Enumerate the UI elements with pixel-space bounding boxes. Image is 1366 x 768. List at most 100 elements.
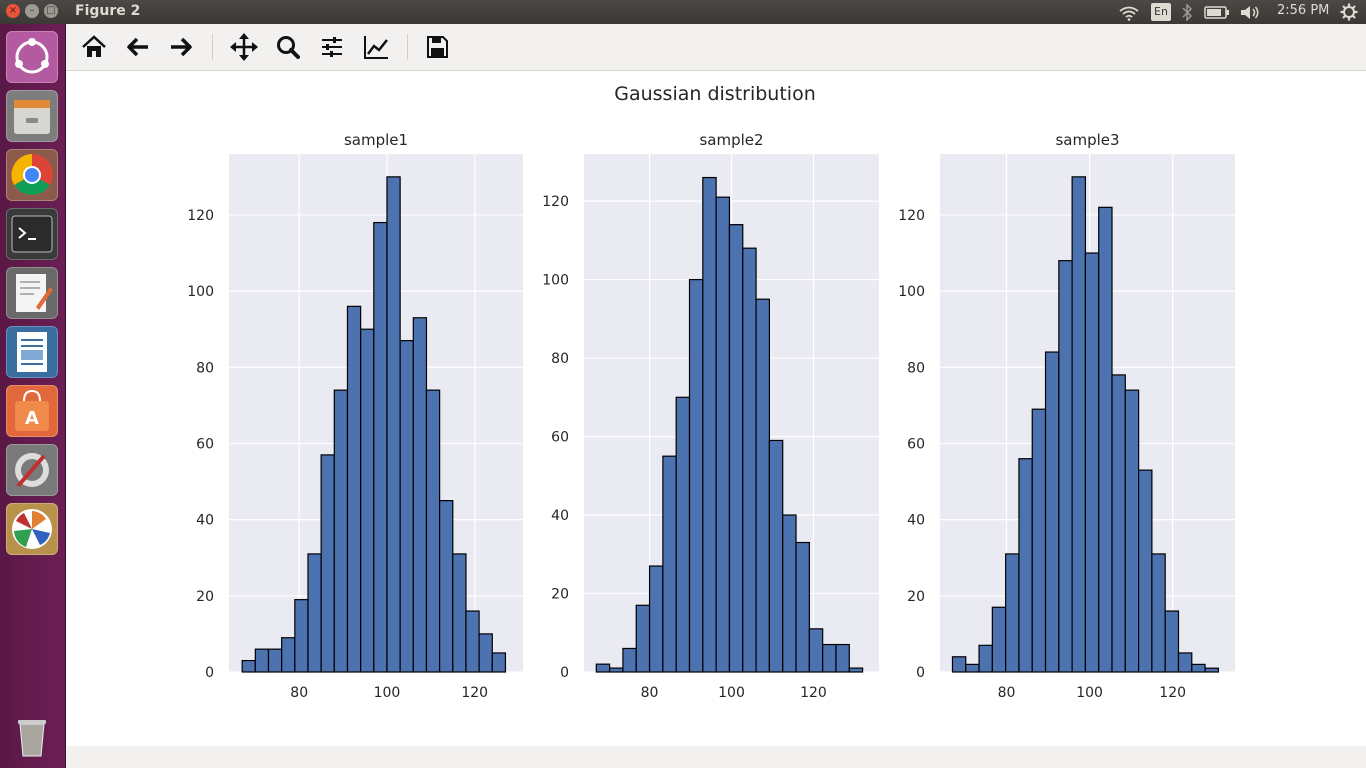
terminal-icon[interactable]: [6, 208, 58, 260]
home-icon[interactable]: [78, 31, 110, 63]
histogram-bar: [648, 565, 664, 673]
histogram-bar: [742, 247, 757, 673]
x-tick-label: 100: [374, 685, 401, 701]
histogram-bar: [346, 305, 362, 673]
histogram-bar: [782, 514, 797, 673]
histogram-bar: [465, 610, 480, 673]
forward-arrow-icon[interactable]: [165, 31, 197, 63]
battery-icon[interactable]: [1204, 6, 1230, 19]
figure-canvas[interactable]: Gaussian distribution 0 20 40 60 80 100 120 80 1…: [66, 71, 1366, 746]
histogram-bar: [1018, 458, 1033, 673]
y-tick-label: 120: [542, 194, 569, 210]
svg-text:A: A: [25, 408, 39, 429]
toolbar-separator: [212, 34, 213, 60]
histogram-bar: [768, 439, 784, 673]
y-tick-label: 100: [898, 284, 925, 300]
trash-icon[interactable]: [6, 710, 58, 762]
histogram-bar: [1177, 652, 1193, 673]
histogram-bar: [1124, 389, 1140, 673]
y-tick-label: 80: [551, 351, 569, 367]
histogram-bar: [951, 656, 967, 673]
histogram-bar: [320, 454, 335, 673]
zoom-icon[interactable]: [272, 31, 304, 63]
subplot-title: sample1: [344, 131, 408, 149]
software-center-icon[interactable]: A: [6, 385, 58, 437]
save-icon[interactable]: [421, 31, 453, 63]
keyboard-language-indicator[interactable]: En: [1151, 3, 1171, 21]
y-tick-label: 80: [907, 360, 925, 376]
histogram-bar: [1204, 667, 1219, 673]
histogram-bar: [1031, 408, 1047, 673]
figure-title: Gaussian distribution: [614, 83, 816, 105]
window-title: Figure 2: [75, 3, 141, 19]
close-window-button[interactable]: ×: [6, 4, 20, 18]
edit-axis-icon[interactable]: [360, 31, 392, 63]
histogram-bar: [386, 176, 401, 673]
histogram-bar: [728, 224, 744, 673]
minimize-window-button[interactable]: –: [25, 4, 39, 18]
matplotlib-toolbar: [66, 24, 1366, 71]
x-tick-label: 80: [998, 685, 1016, 701]
histogram-bar: [635, 604, 651, 673]
wifi-icon[interactable]: [1118, 5, 1140, 21]
y-tick-label: 120: [187, 208, 214, 224]
subplots-config-icon[interactable]: [316, 31, 348, 63]
histogram-bar: [991, 606, 1007, 673]
clock[interactable]: 2:56 PM: [1277, 3, 1330, 18]
settings-gear-icon[interactable]: [1340, 3, 1358, 21]
histogram-bar: [715, 196, 731, 673]
subplot-title: sample2: [699, 131, 763, 149]
launcher: A: [0, 24, 66, 768]
chrome-icon[interactable]: [6, 149, 58, 201]
histogram-bar: [1005, 553, 1020, 673]
histogram-bar: [491, 652, 507, 673]
histogram-bar: [1191, 663, 1206, 673]
y-tick-label: 0: [205, 665, 214, 681]
histogram-bar: [307, 553, 322, 673]
histogram-bar: [360, 328, 375, 673]
y-tick-label: 60: [907, 436, 925, 452]
y-tick-label: 120: [898, 208, 925, 224]
y-tick-label: 40: [907, 513, 925, 529]
y-tick-label: 60: [196, 436, 214, 452]
matplotlib-icon[interactable]: [6, 503, 58, 555]
volume-icon[interactable]: [1240, 5, 1260, 20]
histogram-figure[interactable]: Gaussian distribution 0 20 40 60 80 100 120 80 1…: [66, 71, 1366, 746]
y-tick-label: 20: [907, 589, 925, 605]
histogram-bar: [702, 176, 717, 673]
bluetooth-icon[interactable]: [1181, 4, 1193, 21]
x-tick-label: 80: [290, 685, 308, 701]
y-tick-label: 100: [542, 273, 569, 289]
files-icon[interactable]: [6, 90, 58, 142]
histogram-bar: [1151, 553, 1166, 673]
y-tick-label: 40: [551, 508, 569, 524]
histogram-bar: [1111, 374, 1126, 673]
histogram-bar: [373, 221, 388, 673]
y-tick-label: 0: [916, 665, 925, 681]
histogram-bar: [822, 643, 837, 673]
histogram-bar: [1071, 176, 1087, 673]
histogram-bar: [1058, 260, 1073, 673]
subplot-title: sample3: [1055, 131, 1119, 149]
histogram-bar: [965, 663, 980, 673]
system-settings-icon[interactable]: [6, 444, 58, 496]
histogram-bar: [1138, 469, 1153, 673]
subplot-2[interactable]: 0 20 40 60 80 100 120 80 100 120 sample2: [542, 131, 879, 701]
histogram-bar: [439, 500, 454, 673]
histogram-bar: [662, 455, 677, 673]
pan-icon[interactable]: [228, 31, 260, 63]
histogram-bar: [978, 644, 993, 673]
histogram-bar: [848, 667, 864, 673]
status-bar: [66, 746, 1366, 768]
histogram-bar: [281, 637, 296, 673]
libreoffice-writer-icon[interactable]: [6, 326, 58, 378]
maximize-window-button[interactable]: □: [44, 4, 58, 18]
toolbar-separator: [407, 34, 408, 60]
histogram-bar: [267, 648, 283, 673]
ubuntu-dash-icon[interactable]: [6, 31, 58, 83]
subplot-1[interactable]: 0 20 40 60 80 100 120 80 100 120 sample1: [187, 131, 523, 701]
back-arrow-icon[interactable]: [122, 31, 154, 63]
subplot-3[interactable]: 0 20 40 60 80 100 120 80 100 120 sample3: [898, 131, 1235, 701]
x-tick-label: 80: [641, 685, 659, 701]
text-editor-icon[interactable]: [6, 267, 58, 319]
